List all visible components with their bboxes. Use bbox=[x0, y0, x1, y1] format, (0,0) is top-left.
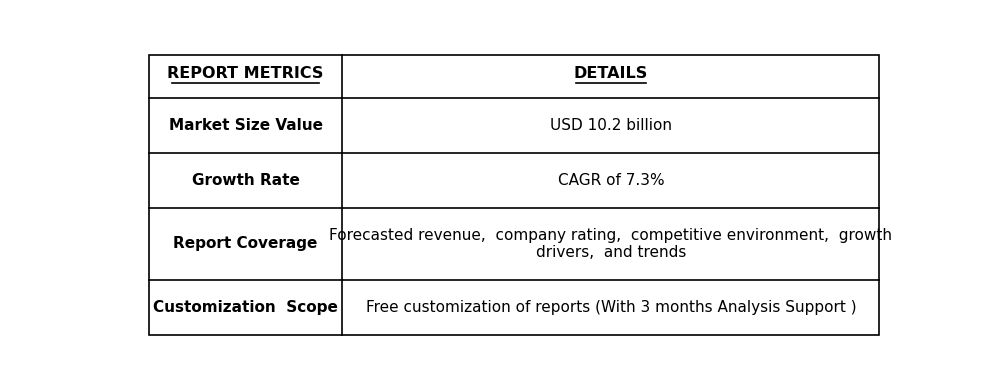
Text: REPORT METRICS: REPORT METRICS bbox=[167, 66, 324, 81]
Text: Report Coverage: Report Coverage bbox=[173, 237, 318, 251]
Text: Market Size Value: Market Size Value bbox=[168, 119, 323, 133]
Text: Forecasted revenue,  company rating,  competitive environment,  growth
drivers, : Forecasted revenue, company rating, comp… bbox=[329, 228, 892, 260]
Text: CAGR of 7.3%: CAGR of 7.3% bbox=[557, 173, 663, 188]
Text: Growth Rate: Growth Rate bbox=[191, 173, 300, 188]
Text: DETAILS: DETAILS bbox=[573, 66, 647, 81]
Text: Free customization of reports (With 3 months Analysis Support ): Free customization of reports (With 3 mo… bbox=[365, 300, 856, 315]
Text: Customization  Scope: Customization Scope bbox=[153, 300, 338, 315]
Text: USD 10.2 billion: USD 10.2 billion bbox=[549, 119, 671, 133]
